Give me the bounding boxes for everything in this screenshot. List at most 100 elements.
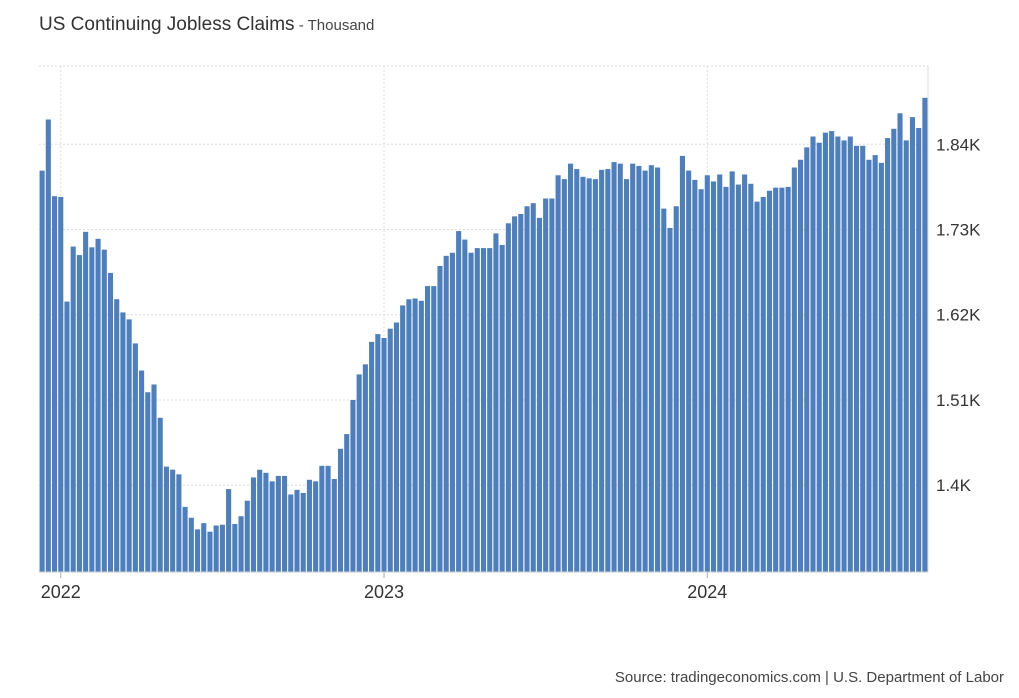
bar[interactable] xyxy=(673,206,679,572)
bar[interactable] xyxy=(847,136,853,573)
bar[interactable] xyxy=(213,525,219,572)
bar[interactable] xyxy=(493,233,499,573)
bar[interactable] xyxy=(393,322,400,572)
bar[interactable] xyxy=(648,165,654,572)
bar[interactable] xyxy=(692,179,698,572)
bar[interactable] xyxy=(381,337,387,572)
bar[interactable] xyxy=(748,183,754,573)
bar[interactable] xyxy=(804,147,810,572)
bar[interactable] xyxy=(369,341,375,572)
bar[interactable] xyxy=(182,506,188,572)
bar[interactable] xyxy=(468,252,474,572)
bar[interactable] xyxy=(760,196,766,572)
bar[interactable] xyxy=(903,140,909,572)
bar[interactable] xyxy=(480,248,487,572)
bar[interactable] xyxy=(543,198,549,572)
bar[interactable] xyxy=(176,474,182,572)
bar[interactable] xyxy=(487,248,493,572)
bar[interactable] xyxy=(530,203,536,572)
bar[interactable] xyxy=(686,170,692,572)
bar[interactable] xyxy=(232,523,238,572)
bar[interactable] xyxy=(139,370,145,572)
bar[interactable] xyxy=(474,248,480,572)
bar[interactable] xyxy=(766,190,773,572)
bar[interactable] xyxy=(132,343,138,572)
bar[interactable] xyxy=(798,159,804,572)
bar[interactable] xyxy=(226,489,232,572)
bar[interactable] xyxy=(822,132,828,572)
bar[interactable] xyxy=(549,198,555,572)
bar[interactable] xyxy=(717,174,723,572)
bar[interactable] xyxy=(866,159,872,572)
bar[interactable] xyxy=(83,231,89,572)
bar[interactable] xyxy=(89,247,95,572)
bar[interactable] xyxy=(257,469,263,572)
bar[interactable] xyxy=(916,127,922,572)
bar[interactable] xyxy=(499,244,505,572)
bar[interactable] xyxy=(909,117,916,572)
bar[interactable] xyxy=(207,531,213,572)
bar[interactable] xyxy=(642,170,648,572)
bar[interactable] xyxy=(878,162,884,572)
bar[interactable] xyxy=(922,97,928,572)
bar[interactable] xyxy=(95,238,101,573)
bar[interactable] xyxy=(64,301,70,572)
bar[interactable] xyxy=(387,328,393,572)
bar[interactable] xyxy=(400,305,406,572)
bar[interactable] xyxy=(219,524,225,572)
bar[interactable] xyxy=(655,167,661,572)
bar[interactable] xyxy=(536,217,542,572)
bar[interactable] xyxy=(599,169,605,573)
bar[interactable] xyxy=(437,265,443,572)
bar[interactable] xyxy=(76,255,82,573)
bar[interactable] xyxy=(885,138,891,572)
bar[interactable] xyxy=(163,466,169,572)
bar[interactable] xyxy=(449,252,455,572)
bar[interactable] xyxy=(785,186,791,572)
bar[interactable] xyxy=(319,465,325,572)
bar[interactable] xyxy=(250,477,257,572)
bar[interactable] xyxy=(51,196,58,572)
bar[interactable] xyxy=(586,178,592,573)
bar[interactable] xyxy=(698,189,704,573)
bar[interactable] xyxy=(194,529,201,572)
bar[interactable] xyxy=(462,239,468,572)
bar[interactable] xyxy=(126,319,132,572)
bar[interactable] xyxy=(325,465,331,572)
bar[interactable] xyxy=(735,184,741,572)
bar[interactable] xyxy=(872,155,878,572)
bar[interactable] xyxy=(630,163,636,572)
bar[interactable] xyxy=(269,481,275,572)
bar[interactable] xyxy=(45,119,51,572)
bar[interactable] xyxy=(288,494,294,572)
bar[interactable] xyxy=(512,216,518,573)
bar[interactable] xyxy=(667,227,673,572)
bar[interactable] xyxy=(841,140,847,572)
bar[interactable] xyxy=(188,517,194,572)
bar[interactable] xyxy=(431,286,437,572)
bar[interactable] xyxy=(300,492,306,572)
bar[interactable] xyxy=(580,176,586,572)
bar[interactable] xyxy=(356,374,362,572)
bar[interactable] xyxy=(617,163,623,572)
bar[interactable] xyxy=(362,364,368,572)
bar[interactable] xyxy=(860,145,866,572)
bar[interactable] xyxy=(661,208,667,573)
bar[interactable] xyxy=(816,142,822,572)
bar[interactable] xyxy=(201,523,207,572)
bar[interactable] xyxy=(337,448,344,572)
bar[interactable] xyxy=(611,162,617,572)
bar[interactable] xyxy=(723,186,729,572)
bar[interactable] xyxy=(555,175,561,573)
bar[interactable] xyxy=(344,434,350,572)
bar[interactable] xyxy=(120,312,126,572)
bar[interactable] xyxy=(561,179,567,572)
bar[interactable] xyxy=(238,516,244,572)
bar[interactable] xyxy=(636,165,642,572)
bar[interactable] xyxy=(107,272,114,572)
bar[interactable] xyxy=(375,334,381,572)
bar[interactable] xyxy=(282,475,288,572)
bar[interactable] xyxy=(114,299,120,572)
bar[interactable] xyxy=(170,469,176,572)
bar[interactable] xyxy=(704,175,710,573)
